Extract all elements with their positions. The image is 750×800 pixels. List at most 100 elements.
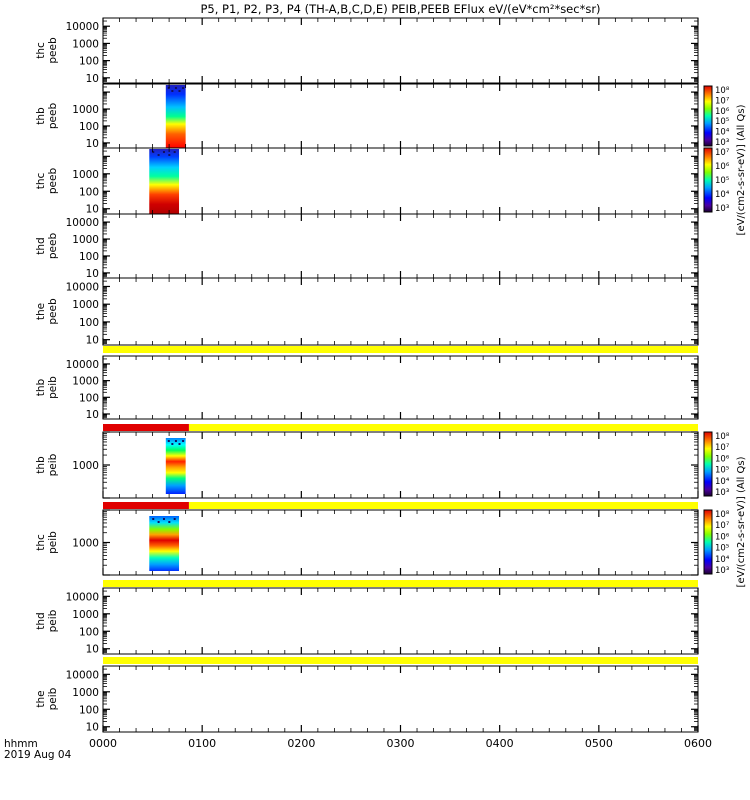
colorbar-tick-label: 10⁷ bbox=[715, 148, 730, 158]
panel-thb-peib-frame bbox=[102, 431, 699, 499]
colorbar-tick-label: 10⁷ bbox=[715, 521, 730, 531]
panel-thb-peib-product: peib bbox=[47, 376, 59, 399]
y-tick-label: 10000 bbox=[66, 21, 99, 33]
colorbar-tick-label: 10⁴ bbox=[715, 555, 730, 565]
y-tick-label: 10 bbox=[86, 409, 99, 421]
panel-the-peib-product: peib bbox=[47, 687, 59, 710]
colorbar-thb_peib bbox=[703, 431, 713, 497]
spectrogram-speckle bbox=[174, 440, 177, 442]
x-tick-label: 0100 bbox=[188, 737, 216, 750]
panel-the-peeb-frame bbox=[102, 277, 699, 346]
y-tick-label: 10 bbox=[86, 644, 99, 656]
y-tick-label: 100 bbox=[79, 704, 99, 716]
panel-thb-peib-frame bbox=[102, 355, 699, 420]
panel-thb-peib-label: thbpeib bbox=[35, 453, 59, 476]
spectrogram-speckle bbox=[182, 87, 185, 89]
spectrogram-block-thc-peeb bbox=[149, 149, 180, 214]
x-tick-label: 0000 bbox=[89, 737, 117, 750]
panel-thc-peeb-product: peeb bbox=[47, 168, 59, 195]
colorbar-tick-label: 10⁸ bbox=[715, 510, 730, 520]
panel-thc-peeb-probe: thc bbox=[35, 173, 47, 190]
colorbar-thc_peeb bbox=[703, 147, 713, 213]
panel-thc-peeb-product: peeb bbox=[47, 37, 59, 64]
spectrogram-speckle bbox=[168, 521, 171, 523]
colorbar-tick-label: 10³ bbox=[715, 204, 729, 214]
spectrogram-speckle bbox=[152, 151, 155, 153]
colorbar-tick-label: 10⁴ bbox=[715, 128, 730, 138]
y-tick-label: 100 bbox=[79, 186, 99, 198]
panel-thd-peib-probe: thd bbox=[35, 612, 47, 629]
y-tick-label: 1000 bbox=[72, 376, 99, 388]
y-tick-label: 1000 bbox=[72, 687, 99, 699]
y-tick-label: 1000 bbox=[72, 234, 99, 246]
colorbar-tick-label: 10⁴ bbox=[715, 477, 730, 487]
panel-thd-peib-product: peib bbox=[47, 609, 59, 632]
panel-the-peib-probe: the bbox=[35, 690, 47, 707]
x-axis-label-hhmm: hhmm bbox=[4, 738, 38, 750]
spectrogram-block-thc-peib bbox=[149, 516, 180, 571]
panel-thc-peib-probe: thc bbox=[35, 534, 47, 551]
panel-thb-peeb-probe: thb bbox=[35, 107, 47, 125]
panel-thc-peeb-label: thcpeeb bbox=[35, 37, 59, 64]
spectrogram-speckle bbox=[168, 154, 171, 156]
spectrogram-speckle bbox=[171, 443, 174, 445]
colorbar-tick-label: 10⁵ bbox=[715, 544, 729, 554]
panel-thc-peeb-frame bbox=[102, 147, 699, 215]
colorbar-title-peib: [eV/(cm2-s-sr-eV)] (All Qs) bbox=[736, 456, 747, 587]
panel-thc-peib-product: peib bbox=[47, 531, 59, 554]
y-tick-label: 10000 bbox=[66, 359, 99, 371]
panel-the-peeb-label: thepeeb bbox=[35, 298, 59, 325]
strip-yellow-segment bbox=[103, 657, 698, 664]
chart-title: P5, P1, P2, P3, P4 (TH-A,B,C,D,E) PEIB,P… bbox=[200, 2, 600, 16]
panel-the-peib-frame bbox=[102, 665, 699, 733]
panel-the-peeb-product: peeb bbox=[47, 298, 59, 325]
y-tick-label: 100 bbox=[79, 626, 99, 638]
colorbar-tick-label: 10⁵ bbox=[715, 176, 729, 186]
strip-red-segment bbox=[103, 502, 189, 509]
spectrogram-speckle bbox=[171, 90, 174, 92]
panel-thc-peib-frame bbox=[102, 509, 699, 576]
spectrogram-speckle bbox=[173, 151, 176, 153]
y-tick-label: 1000 bbox=[72, 104, 99, 116]
y-tick-label: 100 bbox=[79, 317, 99, 329]
x-axis-date-label: 2019 Aug 04 bbox=[4, 749, 72, 761]
spectrogram-block-thb-peib bbox=[165, 438, 186, 494]
panel-thb-peeb-label: thbpeeb bbox=[35, 103, 59, 130]
colorbar-tick-label: 10³ bbox=[715, 138, 729, 148]
colorbar-tick-label: 10⁴ bbox=[715, 190, 730, 200]
colorbar-tick-label: 10³ bbox=[715, 488, 729, 498]
panel-thb-peib-probe: thb bbox=[35, 378, 47, 396]
colorbar-tick-label: 10⁶ bbox=[715, 532, 730, 542]
x-tick-label: 0600 bbox=[684, 737, 712, 750]
y-tick-label: 100 bbox=[79, 56, 99, 68]
strip-yellow-segment bbox=[103, 580, 698, 587]
x-tick-label: 0300 bbox=[387, 737, 415, 750]
colorbar-tick-label: 10³ bbox=[715, 566, 729, 576]
spectrogram-speckle bbox=[173, 518, 176, 520]
spectrogram-speckle bbox=[182, 440, 185, 442]
spectrogram-speckle bbox=[152, 518, 155, 520]
strip-red-segment bbox=[103, 424, 189, 431]
y-tick-label: 10 bbox=[86, 204, 99, 216]
y-tick-label: 1000 bbox=[72, 460, 99, 472]
panel-thd-peeb-frame bbox=[102, 213, 699, 279]
panel-thb-peib-product: peib bbox=[47, 453, 59, 476]
y-tick-label: 1000 bbox=[72, 38, 99, 50]
y-tick-label: 10000 bbox=[66, 217, 99, 229]
colorbar-title-peeb: [eV/(cm2-s-sr-eV)] (All Qs) bbox=[736, 104, 747, 235]
colorbar-tick-label: 10⁸ bbox=[715, 86, 730, 96]
spectrogram-speckle bbox=[167, 440, 170, 442]
panel-thc-peeb-probe: thc bbox=[35, 42, 47, 59]
spectrogram-speckle bbox=[178, 90, 181, 92]
colorbar-tick-label: 10⁶ bbox=[715, 162, 730, 172]
y-tick-label: 100 bbox=[79, 392, 99, 404]
spectrogram-speckle bbox=[157, 521, 160, 523]
panel-thb-peib-label: thbpeib bbox=[35, 376, 59, 399]
strip-yellow-segment bbox=[188, 424, 698, 431]
spectrogram-speckle bbox=[157, 154, 160, 156]
x-tick-label: 0400 bbox=[486, 737, 514, 750]
panel-thc-peeb-frame bbox=[102, 17, 699, 84]
y-tick-label: 10000 bbox=[66, 591, 99, 603]
panel-the-peib-label: thepeib bbox=[35, 687, 59, 710]
spectrogram-speckle bbox=[162, 518, 165, 520]
